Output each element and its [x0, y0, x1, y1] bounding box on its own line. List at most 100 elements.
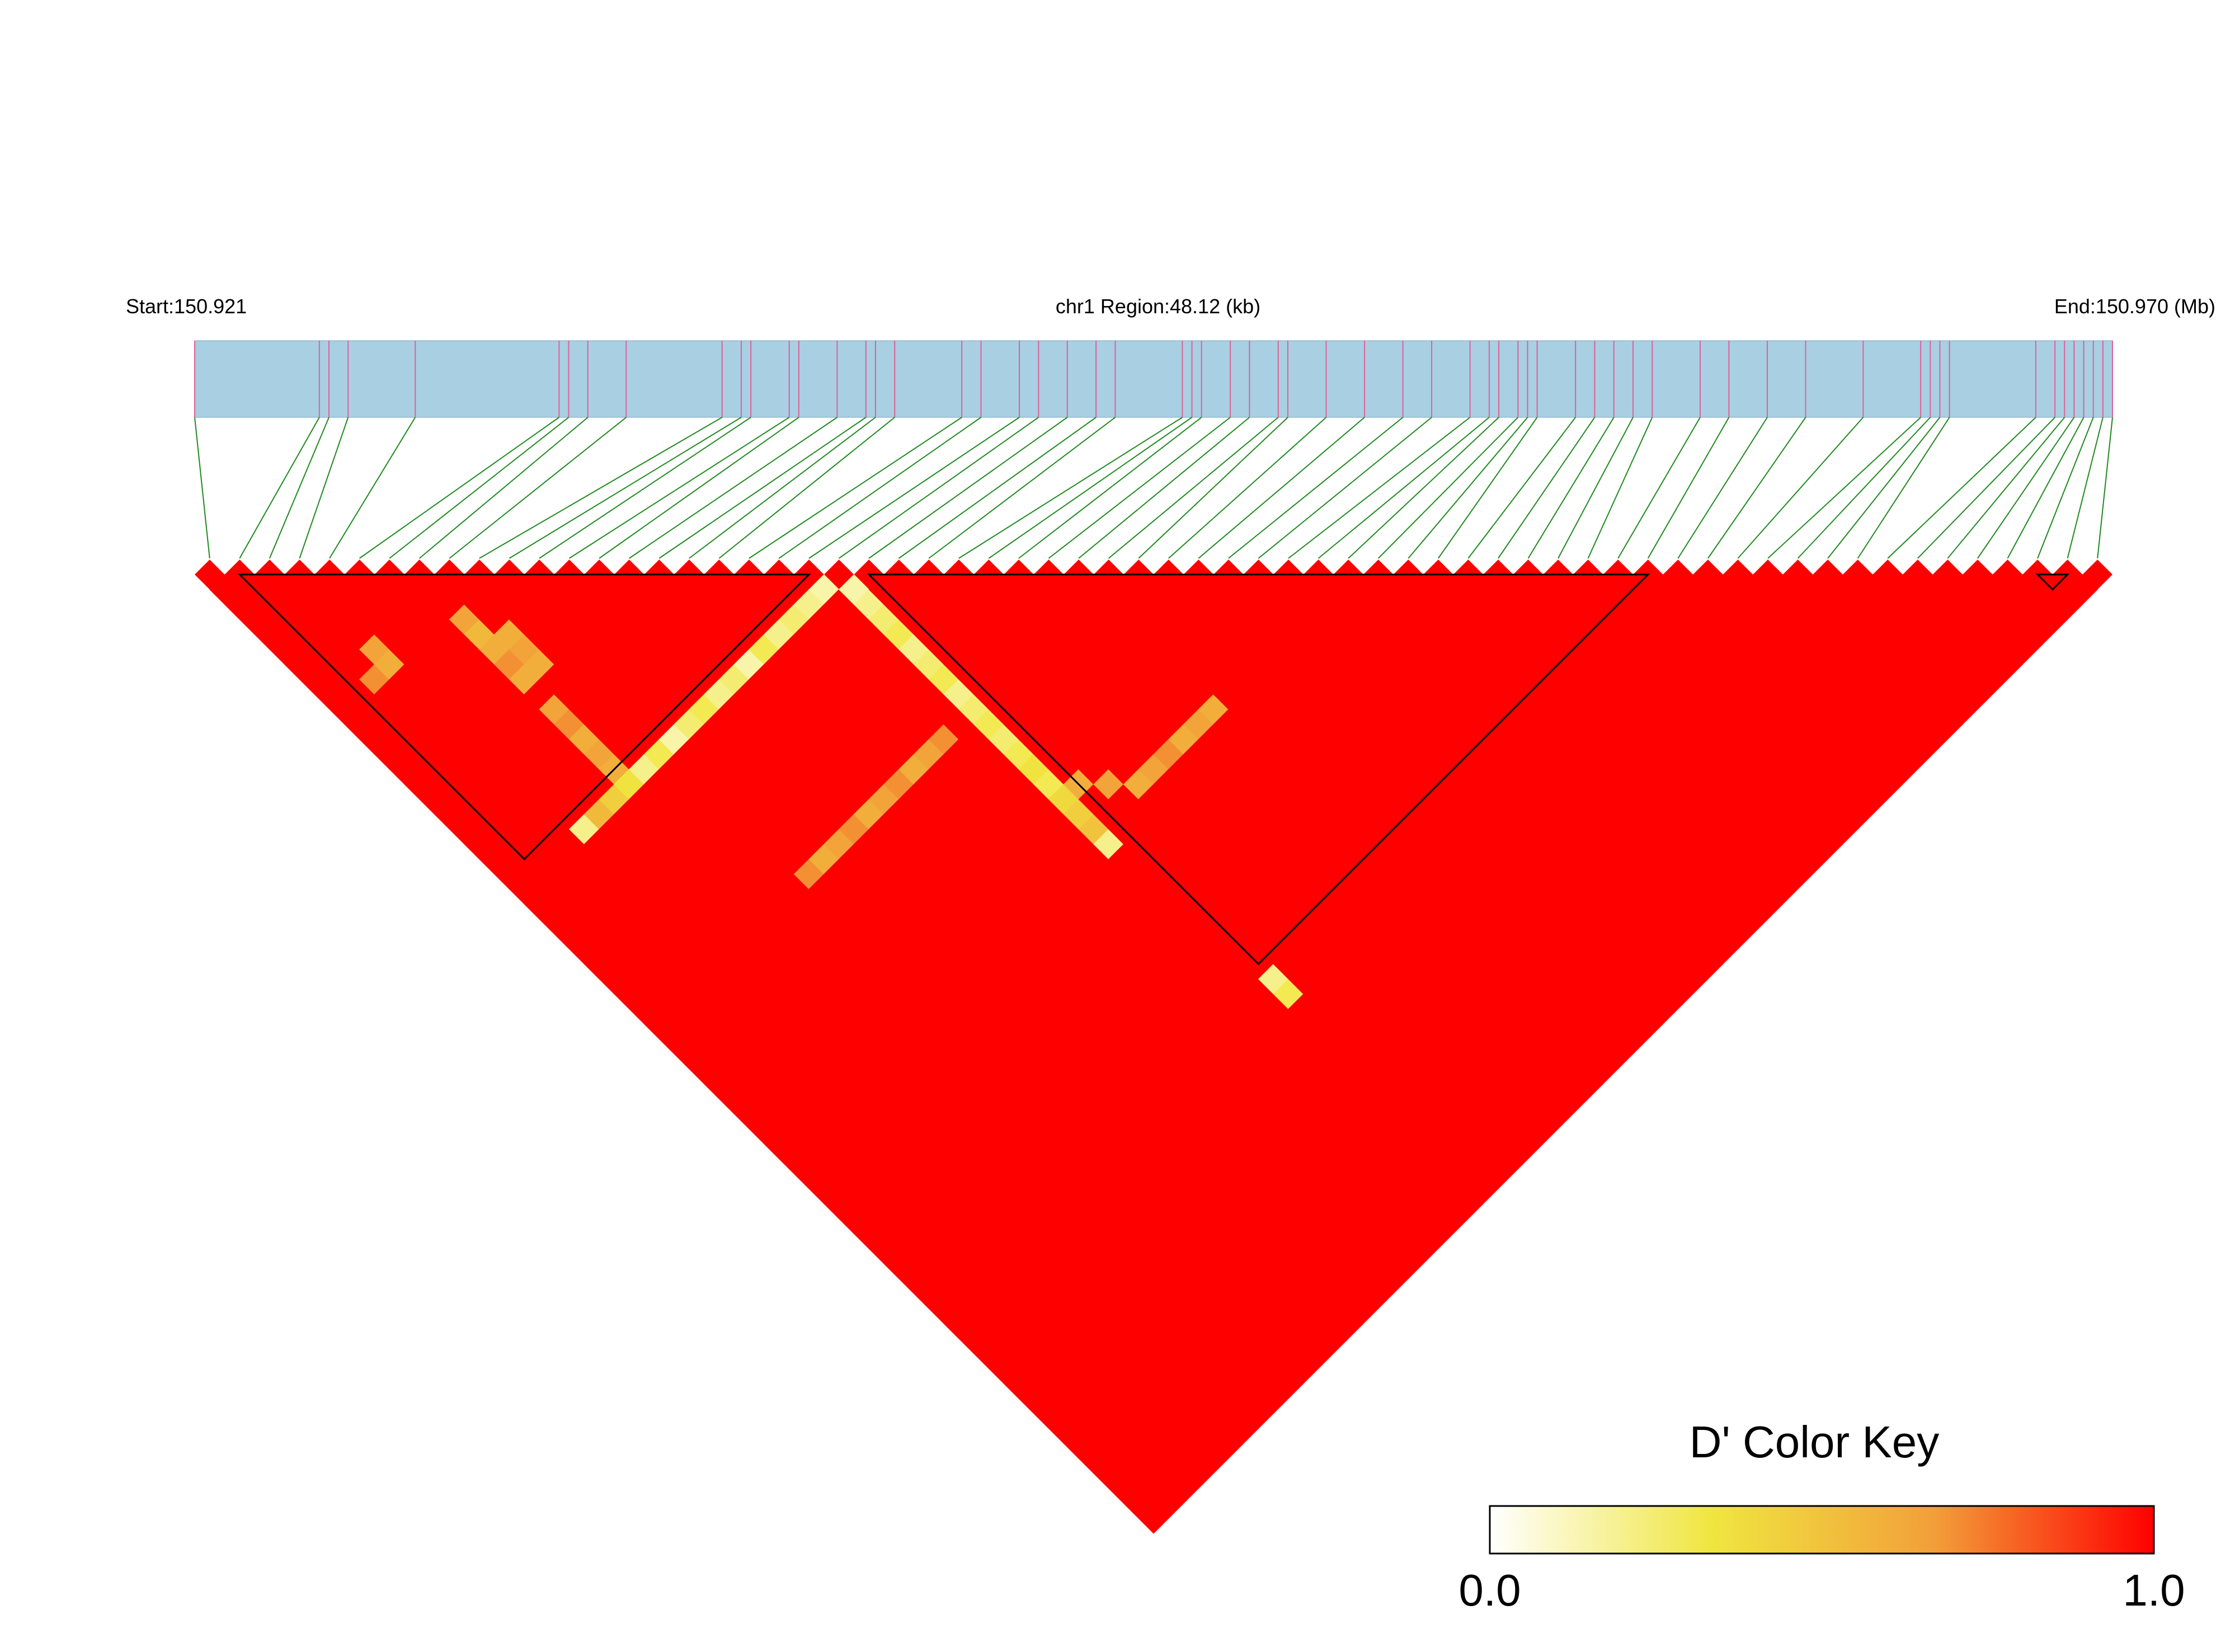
ld-cell — [883, 1038, 915, 1070]
ld-cell — [1992, 619, 2023, 650]
ld-cell — [1632, 978, 1664, 1010]
snp-connector — [928, 417, 1116, 559]
ld-cell — [1213, 649, 1244, 680]
ld-cell — [1573, 1069, 1604, 1099]
ld-cell — [1558, 1053, 1589, 1085]
ld-cell — [1003, 1338, 1034, 1369]
ld-cell — [329, 574, 360, 605]
ld-cell — [1588, 1023, 1618, 1055]
ld-cell — [344, 709, 375, 740]
ld-cell — [614, 859, 645, 890]
ld-cell — [1527, 844, 1559, 875]
ld-cell — [1677, 874, 1709, 905]
ld-cell — [389, 634, 420, 665]
ld-cell — [1033, 799, 1064, 830]
ld-cell — [674, 589, 705, 620]
ld-cell — [1273, 799, 1304, 830]
ld-cell — [1737, 754, 1768, 785]
ld-cell — [808, 724, 840, 755]
ld-cell — [643, 888, 675, 920]
ld-cell — [1003, 1368, 1034, 1399]
ld-cell — [1483, 649, 1514, 680]
ld-cell — [614, 709, 645, 740]
ld-cell — [883, 1248, 915, 1279]
ld-cell — [629, 874, 660, 905]
ld-cell — [509, 724, 540, 755]
ld-cell — [1018, 1083, 1050, 1114]
ld-cell — [1542, 709, 1574, 740]
ld-cell — [1513, 948, 1544, 980]
ld-cell — [1198, 784, 1229, 815]
ld-cell — [1153, 799, 1184, 830]
ld-cell — [1108, 664, 1139, 695]
ld-cell — [2007, 604, 2038, 635]
ld-cell — [824, 888, 854, 920]
ld-cell — [643, 978, 675, 1010]
ld-cell — [1273, 948, 1304, 980]
ld-cell — [1333, 589, 1364, 620]
ld-cell — [1168, 934, 1199, 964]
ld-cell — [1782, 769, 1813, 800]
ld-cell — [1138, 963, 1169, 995]
ld-cell — [1498, 1113, 1529, 1145]
ld-cell — [568, 604, 600, 635]
ld-cell — [1348, 903, 1379, 935]
ld-cell — [1378, 754, 1409, 785]
ld-cell — [1093, 829, 1124, 860]
ld-cell — [1648, 724, 1678, 755]
ld-block-outline — [237, 573, 811, 860]
ld-cell — [1378, 874, 1409, 905]
ld-cell — [1752, 888, 1784, 920]
ld-cell — [733, 769, 765, 800]
ld-cell — [1063, 888, 1094, 920]
ld-cell — [808, 784, 840, 815]
ld-cell — [1168, 963, 1199, 995]
ld-cell — [1453, 709, 1484, 740]
ld-cell — [1573, 829, 1604, 860]
ld-cell — [1108, 903, 1139, 935]
ld-cell — [1632, 679, 1664, 710]
ld-cell — [1198, 694, 1229, 725]
ld-cell — [1423, 829, 1454, 860]
ld-cell — [1078, 1203, 1109, 1234]
ld-cell — [824, 589, 854, 620]
ld-cell — [1483, 1069, 1514, 1099]
ld-cell — [943, 1158, 975, 1189]
ld-cell — [554, 709, 585, 740]
ld-cell — [1438, 813, 1469, 845]
ld-cell — [958, 1023, 990, 1055]
ld-cell — [1033, 1398, 1064, 1429]
ld-cell — [1542, 679, 1574, 710]
ld-cell — [764, 978, 794, 1010]
snp-connector — [2067, 417, 2104, 559]
ld-cell — [718, 903, 750, 935]
ld-cell — [568, 934, 600, 964]
ld-cell — [1048, 903, 1079, 935]
ld-cell — [479, 754, 510, 785]
ld-cell — [1048, 1113, 1079, 1145]
ld-cell — [1392, 619, 1424, 650]
ld-cell — [1063, 649, 1094, 680]
ld-cell — [1138, 934, 1169, 964]
ld-cell — [988, 664, 1019, 695]
ld-cell — [509, 874, 540, 905]
ld-cell — [314, 589, 345, 620]
ld-cell — [629, 604, 660, 635]
ld-cell — [838, 574, 869, 605]
ld-cell — [1123, 589, 1154, 620]
ld-cell — [643, 769, 675, 800]
ld-cell — [1648, 784, 1678, 815]
ld-cell — [883, 859, 915, 890]
ld-cell — [1558, 1083, 1589, 1114]
ld-cell — [749, 903, 780, 935]
ld-cell — [599, 574, 630, 605]
ld-cell — [1782, 709, 1813, 740]
ld-cell — [1273, 1038, 1304, 1070]
ld-cell — [524, 589, 555, 620]
ld-cell — [1303, 1038, 1334, 1070]
ld-cell — [1123, 1009, 1154, 1039]
ld-cell — [1662, 679, 1693, 710]
ld-cell — [1542, 799, 1574, 830]
ld-cell — [1438, 574, 1469, 605]
ld-cell — [1438, 1023, 1469, 1055]
